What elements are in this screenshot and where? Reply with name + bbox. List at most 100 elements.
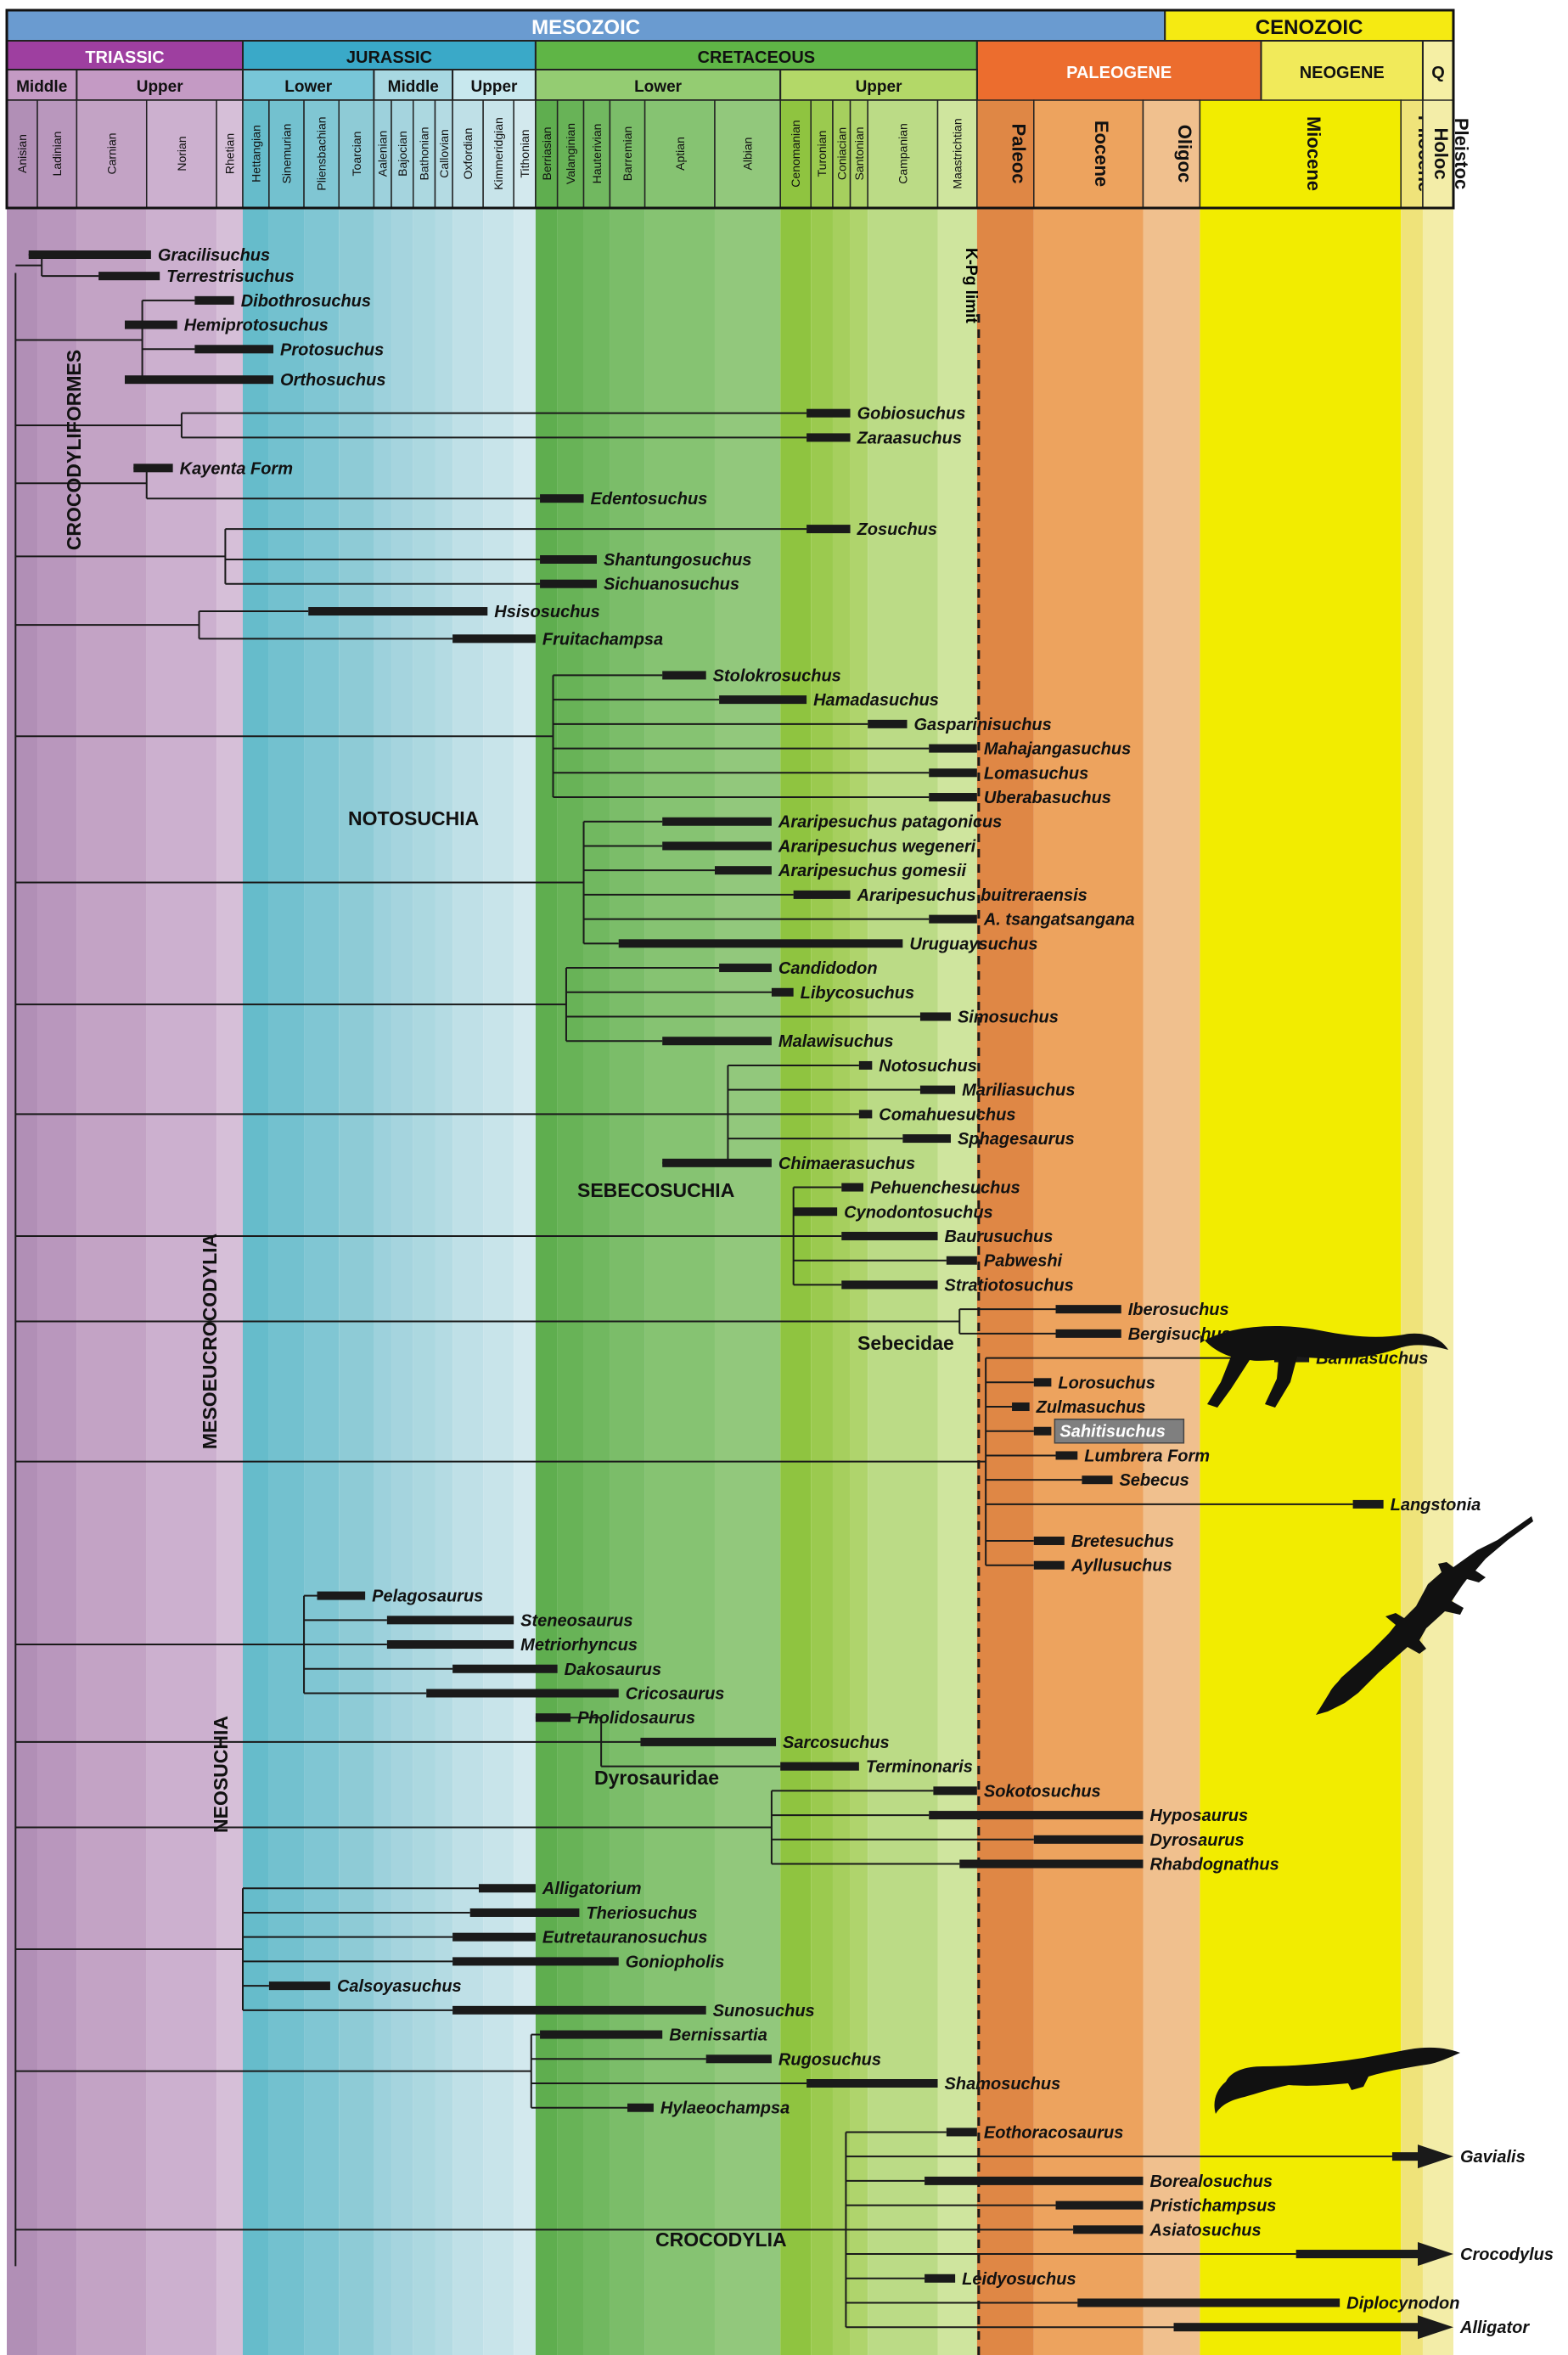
range-bar-steneosaurus — [386, 1616, 514, 1625]
era-label-cenozoic: CENOZOIC — [1256, 16, 1363, 39]
stage-label-hettangian: Hettangian — [249, 125, 262, 183]
taxon-label-candidodon: Candidodon — [778, 959, 878, 978]
band-hauterivian — [583, 208, 610, 2355]
taxon-label-dyrosaurus: Dyrosaurus — [1149, 1831, 1244, 1850]
band-albian — [714, 208, 781, 2355]
range-bar-goniopholis — [452, 1957, 619, 1966]
crocodilian-silhouette-icon — [1214, 2047, 1460, 2114]
taxon-label-asiatosuchus: Asiatosuchus — [1149, 2221, 1261, 2240]
range-bar-mahajangasuchus — [929, 744, 977, 753]
epoch-cell-miocene — [1199, 99, 1402, 209]
taxon-label-hamadasuchus: Hamadasuchus — [813, 691, 939, 710]
stage-label-callovian: Callovian — [437, 129, 451, 178]
taxon-label-hsisosuchus: Hsisosuchus — [494, 603, 599, 621]
range-bar-metriorhyncus — [386, 1640, 514, 1650]
taxon-label-notosuchus: Notosuchus — [879, 1057, 977, 1076]
range-bar-leidyosuchus — [925, 2274, 956, 2283]
range-bar-calsoyasuchus — [268, 1981, 330, 1991]
band-toarcian — [339, 208, 374, 2355]
clade-label-sebecidae: Sebecidae — [857, 1332, 954, 1354]
taxon-label-pabweshi: Pabweshi — [984, 1252, 1063, 1271]
range-bar-theriosuchus — [469, 1908, 580, 1917]
range-bar-ayllusuchus — [1033, 1560, 1065, 1570]
range-bar-protosuchus — [194, 345, 274, 354]
range-bar-orthosuchus — [124, 375, 274, 385]
band-holoc-pleistoc — [1422, 208, 1453, 2355]
range-bar-chimaerasuchus — [662, 1158, 772, 1167]
epoch-cell-eocene — [1033, 99, 1144, 209]
range-bar-stratiotosuchus — [841, 1280, 938, 1290]
taxon-label-sokotosuchus: Sokotosuchus — [984, 1782, 1101, 1801]
taxon-label-cricosaurus: Cricosaurus — [626, 1684, 725, 1703]
taxon-label-terrestrisuchus: Terrestrisuchus — [166, 267, 294, 286]
range-bar-edentosuchus — [540, 494, 584, 503]
band-hettangian — [242, 208, 269, 2355]
subperiod-label-3: Middle — [388, 78, 439, 96]
stage-cell-carnian — [76, 99, 148, 209]
stage-cell-turonian — [810, 99, 834, 209]
range-bar-crocodylus — [1295, 2250, 1419, 2259]
stage-cell-cenomanian — [779, 99, 812, 209]
stage-label-kimmeridgian: Kimmeridgian — [492, 117, 505, 190]
range-bar-lorosuchus — [1033, 1378, 1052, 1387]
range-arrow-gavialis — [1418, 2144, 1453, 2169]
range-bar-dyrosaurus — [1033, 1835, 1144, 1844]
range-bar-dibothrosuchus — [194, 295, 234, 305]
band-turonian — [811, 208, 833, 2355]
range-arrow-crocodylus — [1418, 2242, 1453, 2267]
range-bar-pehuenchesuchus — [841, 1183, 864, 1192]
stage-label-bajocian: Bajocian — [396, 131, 409, 177]
epoch-cell-holoc-pleistoc — [1422, 99, 1454, 209]
subperiod-label-6: Upper — [856, 78, 903, 96]
highlight-box — [1054, 1418, 1185, 1444]
range-bar-shamosuchus — [806, 2079, 938, 2088]
stage-label-pliensbachian: Pliensbachian — [315, 116, 329, 190]
period-cretaceous — [534, 40, 978, 70]
range-bar-gavialis — [1391, 2152, 1419, 2161]
stage-label-hauterivian: Hauterivian — [590, 124, 604, 184]
kpg-limit-label: K-Pg limit — [962, 248, 980, 323]
taxon-label-pehuenchesuchus: Pehuenchesuchus — [870, 1179, 1020, 1198]
range-bar-alligatorium — [478, 1884, 536, 1893]
range-bar-stolokrosuchus — [662, 671, 706, 680]
range-bar-gobiosuchus — [806, 408, 851, 418]
period-label-q: Q — [1431, 64, 1445, 82]
band-pliensbachian — [304, 208, 340, 2355]
band-barremian — [610, 208, 645, 2355]
taxon-label-pelagosaurus: Pelagosaurus — [372, 1588, 483, 1606]
range-arrow-alligator — [1418, 2315, 1453, 2340]
period-label-neogene: NEOGENE — [1300, 64, 1385, 82]
taxon-label-zulmasuchus: Zulmasuchus — [1036, 1398, 1146, 1417]
range-bar-uberabasuchus — [929, 793, 977, 802]
band-norian — [146, 208, 217, 2355]
range-bar-rhabdognathus — [959, 1859, 1144, 1869]
band-bathonian — [413, 208, 436, 2355]
range-bar-araripesuchus-wegeneri — [662, 841, 772, 851]
range-bar-comahuesuchus — [858, 1110, 873, 1119]
band-oxfordian — [452, 208, 484, 2355]
stratigraphic-ranges — [28, 250, 1453, 2340]
taxon-label-a-tsangatsangana: A. tsangatsangana — [983, 911, 1135, 930]
taxon-label-araripesuchus-patagonicus: Araripesuchus patagonicus — [778, 813, 1002, 832]
taxon-label-gasparinisuchus: Gasparinisuchus — [913, 716, 1051, 734]
range-bar-diplocynodon — [1077, 2298, 1340, 2307]
range-bar-zulmasuchus — [1012, 1402, 1030, 1412]
band-aptian — [644, 208, 715, 2355]
stage-label-carnian: Carnian — [105, 132, 119, 174]
taxon-label-theriosuchus: Theriosuchus — [586, 1904, 697, 1923]
range-bar-bernissartia — [540, 2030, 663, 2039]
taxon-label-ayllusuchus: Ayllusuchus — [1071, 1557, 1172, 1576]
taxon-label-araripesuchus-wegeneri: Araripesuchus wegeneri — [778, 837, 976, 856]
taxon-label-stolokrosuchus: Stolokrosuchus — [713, 666, 841, 685]
dyrosaurid-silhouette-icon — [1316, 1516, 1533, 1715]
band-tithonian — [514, 208, 536, 2355]
period-label-triassic: TRIASSIC — [85, 48, 164, 67]
taxon-label-zosuchus: Zosuchus — [857, 520, 937, 539]
band-eocene — [1033, 208, 1144, 2355]
taxon-label-simosuchus: Simosuchus — [958, 1009, 1059, 1027]
range-bar-sichuanosuchus — [540, 579, 597, 588]
stage-label-anisian: Anisian — [15, 134, 29, 173]
band-bajocian — [391, 208, 413, 2355]
taxon-label-mariliasuchus: Mariliasuchus — [962, 1082, 1075, 1100]
range-bar-notosuchus — [858, 1060, 873, 1070]
